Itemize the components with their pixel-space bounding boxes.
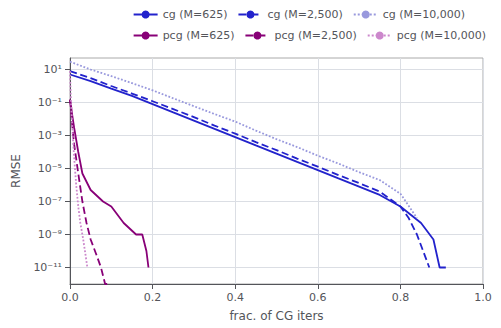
- svg-text:0.6: 0.6: [309, 291, 327, 304]
- svg-text:10⁻³: 10⁻³: [38, 129, 62, 142]
- svg-text:10⁻¹¹: 10⁻¹¹: [33, 261, 62, 274]
- svg-text:10⁻⁹: 10⁻⁹: [38, 228, 62, 241]
- svg-text:pcg (M=2,500): pcg (M=2,500): [274, 29, 356, 42]
- svg-text:10⁻⁷: 10⁻⁷: [38, 195, 62, 208]
- svg-text:0.4: 0.4: [226, 291, 244, 304]
- svg-text:cg (M=625): cg (M=625): [163, 8, 228, 21]
- svg-text:pcg (M=625): pcg (M=625): [163, 29, 235, 42]
- svg-text:cg (M=10,000): cg (M=10,000): [383, 8, 465, 21]
- svg-text:RMSE: RMSE: [9, 154, 23, 188]
- svg-text:frac. of CG iters: frac. of CG iters: [229, 309, 323, 323]
- svg-text:10¹: 10¹: [44, 63, 62, 76]
- svg-text:10⁻¹: 10⁻¹: [38, 96, 62, 109]
- svg-text:cg (M=2,500): cg (M=2,500): [267, 8, 342, 21]
- svg-text:1.0: 1.0: [474, 291, 492, 304]
- svg-text:10⁻⁵: 10⁻⁵: [38, 162, 62, 175]
- svg-text:0.0: 0.0: [61, 291, 79, 304]
- svg-text:0.2: 0.2: [144, 291, 162, 304]
- svg-text:0.8: 0.8: [392, 291, 410, 304]
- svg-text:pcg (M=10,000): pcg (M=10,000): [397, 29, 486, 42]
